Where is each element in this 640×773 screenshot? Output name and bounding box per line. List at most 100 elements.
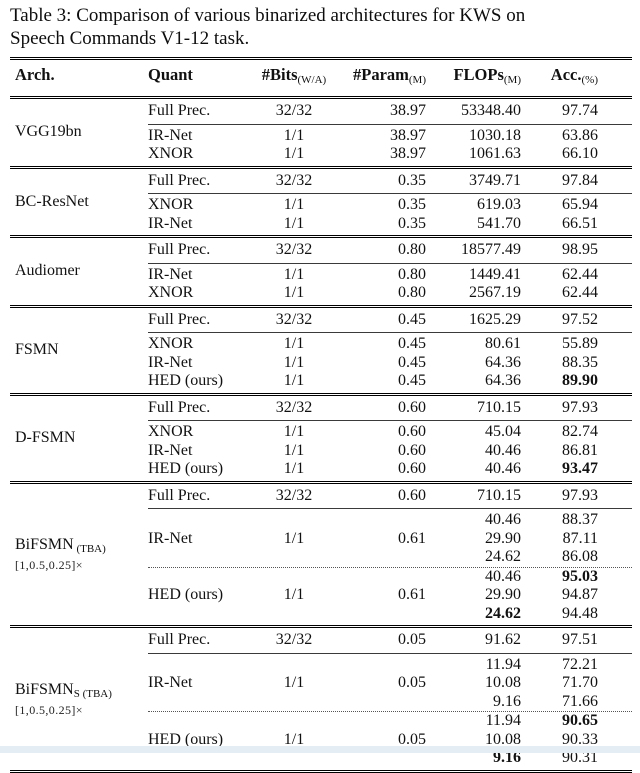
section-rows: Full Prec. 32/32 0.35 3749.71 97.84 XNOR 1/1 0.…: [148, 169, 632, 236]
acc-value: 71.70: [562, 674, 598, 691]
flops-cell: 710.15: [432, 399, 526, 418]
bits-cell: 1/1: [283, 196, 305, 213]
flops-value: 91.62: [485, 631, 521, 648]
section-rows: Full Prec. 32/32 0.80 18577.49 98.95 IR-Net 1/…: [148, 238, 632, 305]
section-rows: Full Prec. 32/32 0.45 1625.29 97.52 XNOR 1/1 0.…: [148, 308, 632, 393]
method-row: XNOR 1/1 38.97 1061.63 66.10: [148, 145, 632, 164]
method-row: IR-Net 1/1 0.05 11.94 10.08 9.16 72.21 71.70 71.…: [148, 656, 632, 712]
flops-value: 11.94: [485, 712, 521, 729]
caption-line-2: Speech Commands V1-12 task.: [10, 28, 250, 49]
quant-cell: IR-Net: [148, 529, 193, 547]
header-quant: Quant: [148, 65, 252, 90]
acc-value: 94.87: [562, 586, 598, 603]
acc-cell: 89.90: [526, 372, 602, 391]
binarized-rows-group: XNOR 1/1 0.35 619.03 65.94 IR-Net 1/1 0.35 541.7…: [148, 194, 632, 235]
acc-value: 98.95: [562, 241, 598, 258]
full-precision-divider-rule: [148, 420, 632, 421]
quant-cell: HED (ours): [148, 372, 224, 389]
quant-cell: HED (ours): [148, 730, 224, 748]
acc-cell: 62.44: [526, 266, 602, 285]
flops-value: 24.62: [485, 548, 521, 565]
table-body: VGG19bn Full Prec. 32/32 38.97 53348.40 97.74…: [10, 99, 632, 770]
method-row: XNOR 1/1 0.35 619.03 65.94: [148, 196, 632, 215]
method-row: IR-Net 1/1 0.60 40.46 86.81: [148, 442, 632, 461]
quant-cell: Full Prec.: [148, 171, 211, 189]
bits-cell: 32/32: [275, 310, 313, 328]
bits-cell: 1/1: [283, 126, 305, 144]
flops-value: 29.90: [485, 529, 521, 547]
param-cell: 0.60: [398, 398, 426, 416]
quant-cell: XNOR: [148, 335, 194, 352]
table-section: VGG19bn Full Prec. 32/32 38.97 53348.40 97.74…: [10, 99, 632, 166]
arch-tag-subscript: (TBA): [79, 687, 112, 700]
arch-label: FSMN: [15, 341, 148, 359]
arch-name-text: BiFSMN: [15, 536, 74, 554]
quant-cell: IR-Net: [148, 441, 193, 459]
header-bottom-rule: [10, 96, 632, 99]
full-precision-row: Full Prec. 32/32 0.35 3749.71 97.84: [148, 169, 632, 194]
header-flops-subscript: (M): [503, 74, 521, 86]
param-cell: 0.05: [398, 674, 426, 691]
bits-cell: 1/1: [283, 441, 305, 459]
flops-value: 18577.49: [461, 241, 521, 258]
flops-value: 710.15: [477, 486, 521, 504]
method-row: HED (ours) 1/1 0.60 40.46 93.47: [148, 460, 632, 479]
acc-value: 97.52: [562, 310, 598, 328]
binarized-rows-group: IR-Net 1/1 38.97 1030.18 63.86 XNOR 1/1 38.97 10…: [148, 125, 632, 166]
section-divider-rule: [10, 304, 632, 308]
section-divider-rule: [10, 392, 632, 396]
acc-value: 87.11: [562, 529, 598, 547]
acc-cell: 93.47: [526, 460, 602, 479]
bits-cell: 32/32: [275, 241, 313, 258]
bits-cell: 1/1: [283, 265, 305, 283]
header-quant-label: Quant: [148, 65, 193, 84]
flops-cell: 45.04: [432, 423, 526, 442]
binarized-rows-group: IR-Net 1/1 0.80 1449.41 62.44 XNOR 1/1 0.80 2567…: [148, 264, 632, 305]
section-divider-rule: [10, 235, 632, 238]
acc-cell: 95.03 94.87 94.48: [526, 568, 602, 624]
flops-cell: 1030.18: [432, 127, 526, 146]
arch-name-text: FSMN: [15, 341, 59, 358]
flops-value: 40.46: [485, 441, 521, 459]
param-cell: 0.60: [398, 460, 426, 477]
bits-cell: 1/1: [283, 372, 305, 389]
arch-name-text: Audiomer: [15, 262, 80, 280]
header-flops-label: FLOPs: [453, 65, 504, 84]
bits-cell: 32/32: [275, 171, 313, 189]
param-cell: 0.60: [398, 486, 426, 504]
full-precision-divider-rule: [148, 123, 632, 125]
header-bits-label: #Bits: [261, 65, 298, 84]
arch-cell: VGG19bn: [10, 99, 148, 166]
flops-cell: 40.46 29.90 24.62: [432, 511, 526, 567]
acc-value: 72.21: [562, 655, 598, 673]
header-param-label: #Param: [352, 65, 409, 84]
arch-cell: Audiomer: [10, 238, 148, 305]
bits-cell: 1/1: [283, 730, 305, 748]
param-cell: 0.05: [398, 730, 426, 748]
quant-cell: HED (ours): [148, 586, 224, 603]
flops-value: 45.04: [485, 423, 521, 440]
section-divider-rule: [10, 480, 632, 484]
acc-value: 90.65: [562, 712, 598, 729]
acc-value: 97.93: [562, 398, 598, 416]
full-precision-divider-rule: [148, 652, 632, 654]
quant-cell: IR-Net: [148, 353, 193, 371]
flops-cell: 11.94 10.08 9.16: [432, 656, 526, 712]
arch-tag-subscript: (TBA): [73, 543, 106, 556]
full-precision-row: Full Prec. 32/32 0.60 710.15 97.93: [148, 396, 632, 421]
arch-cell: BiFSMNS (TBA) [1,0.5,0.25]×: [10, 628, 148, 770]
acc-cell: 66.51: [526, 215, 602, 234]
section-rows: Full Prec. 32/32 0.60 710.15 97.93 XNOR 1/1 0.6…: [148, 396, 632, 481]
arch-name-text: D-FSMN: [15, 429, 76, 446]
param-cell: 0.80: [398, 241, 426, 258]
header-acc: Acc.(%): [526, 65, 602, 90]
quant-cell: XNOR: [148, 196, 194, 213]
full-precision-row: Full Prec. 32/32 38.97 53348.40 97.74: [148, 99, 632, 124]
param-cell: 38.97: [390, 102, 426, 119]
arch-name-text: BC-ResNet: [15, 192, 89, 210]
bits-cell: 32/32: [275, 631, 313, 648]
param-cell: 0.35: [398, 171, 426, 189]
quant-cell: XNOR: [148, 284, 194, 301]
bits-cell: 1/1: [283, 145, 305, 162]
flops-value: 9.16: [493, 692, 521, 710]
